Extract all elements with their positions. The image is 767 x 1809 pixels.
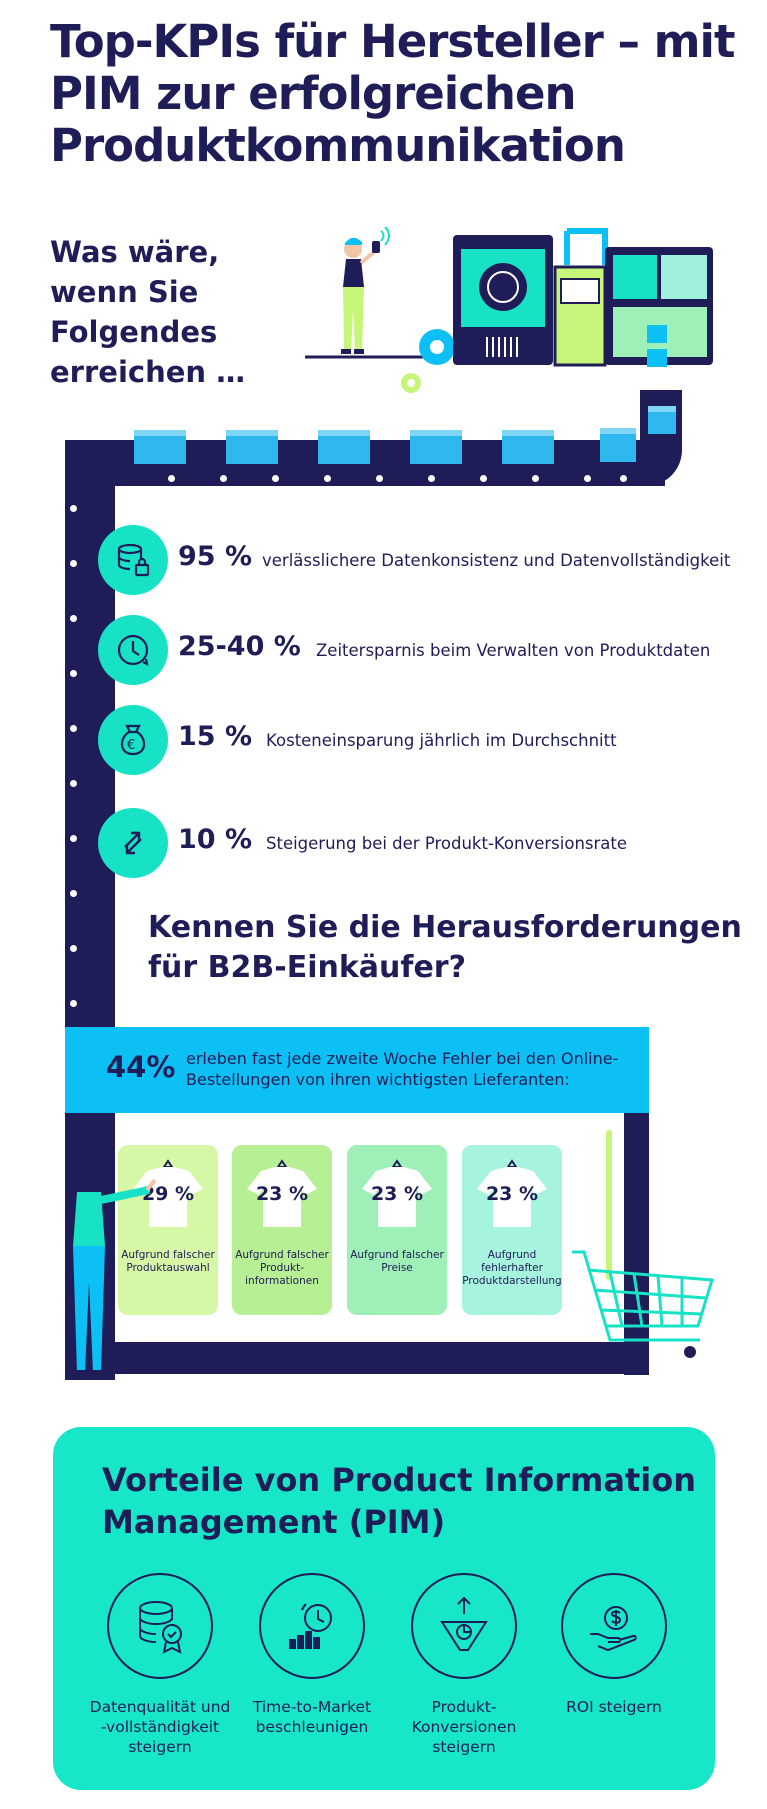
card-percent: 29 % (141, 1183, 195, 1205)
database-badge-icon (107, 1573, 213, 1679)
benefits-title: Vorteile von Product Information Managem… (102, 1461, 696, 1541)
kpi-text: Zeitersparnis beim Verwalten von Produkt… (316, 641, 711, 660)
conveyor-box (502, 430, 554, 464)
kpi-text: Kosteneinsparung jährlich im Durchschnit… (266, 731, 617, 750)
card-label: Aufgrund falscher Preise (350, 1249, 444, 1274)
card-percent: 23 % (370, 1183, 424, 1205)
tshirt-icon (133, 1159, 203, 1227)
clock-icon (98, 615, 168, 685)
intro-question: Was wäre, wenn Sie Folgendes erreichen … (50, 235, 246, 389)
tshirt-icon (362, 1159, 432, 1227)
conveyor-box (318, 430, 370, 464)
benefit-label: Time-to-Market beschleunigen (252, 1698, 372, 1736)
worker-figure (341, 226, 390, 354)
kpi-text: verlässlichere Datenkonsistenz und Daten… (262, 551, 731, 570)
shopping-cart-illustration (572, 1130, 714, 1358)
clock-chart-icon (259, 1573, 365, 1679)
shopper-illustration (73, 1164, 157, 1376)
kpi-value: 25-40 % (178, 631, 301, 662)
challenge-card: 29 % Aufgrund falscher Produktauswahl (118, 1145, 218, 1315)
conveyor-track-bottom (65, 1342, 649, 1374)
benefit-label: ROI steigern (566, 1698, 662, 1716)
conveyor-box (134, 430, 186, 464)
conveyor-box (648, 406, 676, 434)
conveyor-box (600, 428, 636, 462)
conveyor-box (410, 430, 462, 464)
kpi-value: 15 % (178, 721, 253, 752)
challenges-text: erleben fast jede zweite Woche Fehler be… (186, 1049, 619, 1089)
challenge-card: 23 % Aufgrund fehlerhafter Produktdarste… (462, 1145, 562, 1315)
benefit-label: Datenqualität und -vollständigkeit steig… (89, 1698, 231, 1756)
arrows-exchange-icon (98, 808, 168, 878)
tshirt-icon (247, 1159, 317, 1227)
kpi-text: Steigerung bei der Produkt-Konversionsra… (266, 834, 628, 853)
euro-money-bag-icon: € (98, 705, 168, 775)
challenges-percent: 44% (106, 1050, 176, 1084)
page-title: Top-KPIs für Hersteller – mit PIM zur er… (50, 15, 735, 172)
tshirt-icon (477, 1159, 547, 1227)
kpi-value: 95 % (178, 541, 253, 572)
kpi-value: 10 % (178, 824, 253, 855)
card-label: Aufgrund falscher Produktauswahl (121, 1249, 215, 1274)
factory-illustration (305, 226, 713, 393)
svg-text:€: € (127, 738, 135, 753)
conveyor-track-right (624, 1113, 649, 1375)
hand-money-icon (561, 1573, 667, 1679)
challenges-banner (65, 1027, 649, 1113)
challenges-heading: Kennen Sie die Herausforderungen für B2B… (148, 910, 742, 985)
funnel-icon (411, 1573, 517, 1679)
database-lock-icon (98, 525, 168, 595)
challenge-card: 23 % Aufgrund falscher Produkt-informati… (232, 1145, 332, 1315)
benefit-label: Produkt-Konversionen steigern (411, 1698, 517, 1756)
conveyor-track-curve (640, 390, 682, 486)
card-label: Aufgrund falscher Produkt-informationen (235, 1249, 329, 1287)
challenge-card: 23 % Aufgrund falscher Preise (347, 1145, 447, 1315)
card-label: Aufgrund fehlerhafter Produktdarstellung (462, 1249, 562, 1287)
card-percent: 23 % (255, 1183, 309, 1205)
conveyor-box (226, 430, 278, 464)
card-percent: 23 % (485, 1183, 539, 1205)
